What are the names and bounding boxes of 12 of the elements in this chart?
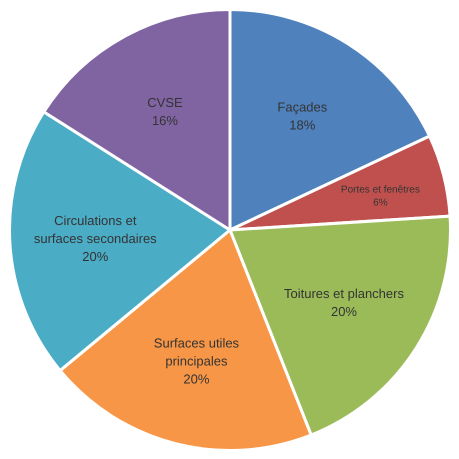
data-label: 6% xyxy=(373,198,388,209)
data-label: 20% xyxy=(82,248,109,264)
data-label: 18% xyxy=(289,118,316,133)
slice-label: CVSE xyxy=(147,95,183,110)
data-label: 16% xyxy=(152,113,178,128)
slice-label: Surfaces utiles principales xyxy=(154,335,240,368)
slice-label: Portes et fenêtres xyxy=(340,184,420,196)
slice-label: Façades xyxy=(277,100,328,115)
data-label: 20% xyxy=(183,371,210,386)
slice-label: Circulations et surfaces secondaires xyxy=(34,212,158,246)
slice-label: Toitures et planchers xyxy=(284,286,404,301)
data-label: 20% xyxy=(330,304,358,319)
